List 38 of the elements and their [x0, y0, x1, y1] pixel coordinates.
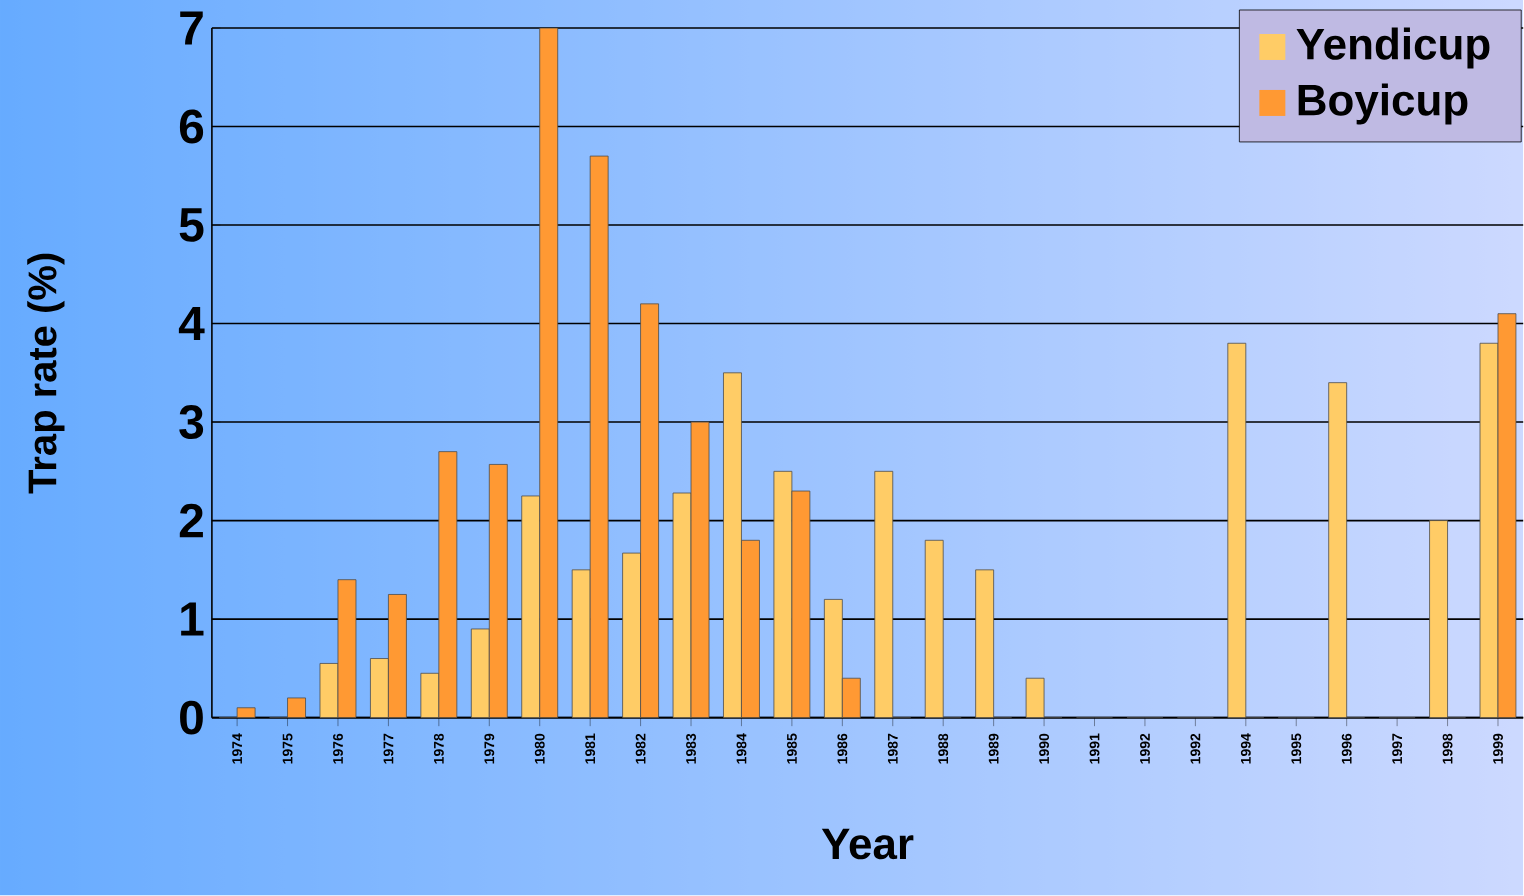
x-tick-label: 1991 — [1089, 733, 1100, 764]
y-axis-title: Trap rate (%) — [27, 254, 65, 494]
x-tick-label: 1988 — [938, 733, 949, 764]
x-tick-label: 1992 — [1140, 734, 1150, 764]
x-tick-label: 1992 — [1190, 734, 1201, 764]
x-tick-label: 1979 — [484, 734, 495, 764]
x-tick-label: 1974 — [232, 733, 243, 764]
x-tick-label: 1999 — [1493, 734, 1503, 764]
x-tick-label: 1986 — [837, 733, 848, 764]
x-tick-label: 1980 — [534, 734, 545, 764]
legend-label: Boyicup — [1298, 83, 1468, 125]
x-tick-label: 1985 — [786, 733, 797, 764]
x-tick-label: 1990 — [1039, 734, 1050, 764]
x-tick-label: 1975 — [282, 733, 293, 764]
x-tick-label: 1987 — [887, 734, 898, 764]
x-tick-label: 1996 — [1341, 733, 1352, 764]
x-tick-label: 1998 — [1442, 733, 1453, 764]
x-tick-label: 1983 — [686, 733, 696, 764]
y-tick-label: 3 — [179, 405, 204, 440]
y-tick-label: 6 — [179, 109, 204, 144]
y-tick-label: 0 — [180, 700, 203, 735]
x-tick-label: 1977 — [383, 734, 394, 764]
x-tick-label: 1976 — [333, 733, 343, 764]
x-tick-label: 1994 — [1240, 733, 1251, 764]
x-axis-title: Year — [821, 828, 914, 860]
x-tick-label: 1978 — [433, 733, 444, 764]
y-tick-label: 1 — [181, 602, 204, 636]
legend-label: Yendicup — [1296, 27, 1490, 69]
x-tick-label: 1995 — [1291, 733, 1302, 764]
y-tick-label: 5 — [179, 208, 204, 243]
y-tick-label: 2 — [179, 504, 203, 538]
x-tick-label: 1982 — [635, 734, 646, 764]
x-tick-label: 1981 — [585, 733, 596, 764]
y-tick-label: 4 — [178, 307, 205, 341]
x-tick-label: 1997 — [1392, 734, 1403, 764]
x-tick-label: 1989 — [988, 734, 999, 764]
x-tick-label: 1984 — [736, 733, 747, 764]
y-tick-label: 7 — [180, 11, 203, 45]
